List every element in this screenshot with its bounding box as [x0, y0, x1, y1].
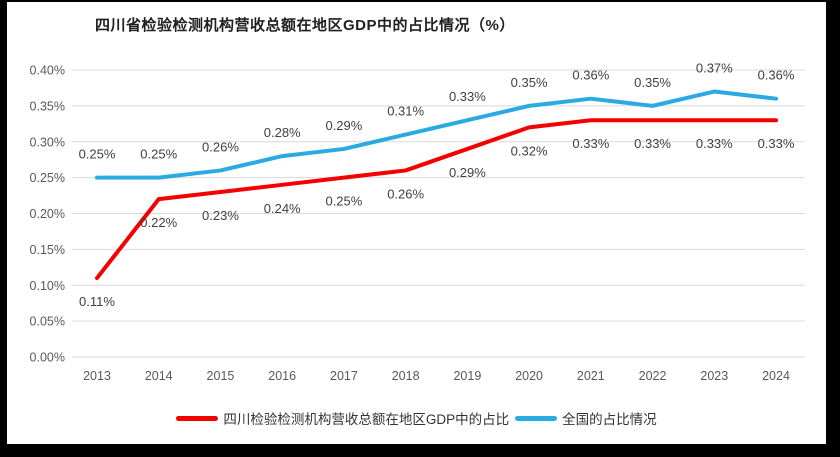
data-label: 0.32%	[511, 143, 548, 158]
data-label: 0.11%	[79, 294, 115, 309]
x-axis-tick-label: 2022	[639, 369, 667, 383]
data-label: 0.25%	[79, 147, 116, 162]
chart-canvas: 四川省检验检测机构营收总额在地区GDP中的占比情况（%） 0.00% 0.05% 0…	[7, 2, 826, 444]
series-lines	[95, 89, 779, 281]
data-label: 0.26%	[387, 186, 424, 201]
x-axis-tick-label: 2020	[515, 369, 543, 383]
gridlines	[72, 69, 805, 358]
x-axis-tick-label: 2019	[453, 369, 481, 383]
x-axis-tick-label: 2016	[268, 369, 296, 383]
data-label: 0.36%	[758, 68, 795, 83]
data-label: 0.35%	[634, 75, 671, 90]
data-label: 0.33%	[572, 136, 609, 151]
data-label: 0.36%	[572, 68, 609, 83]
data-label: 0.25%	[325, 194, 362, 209]
data-label: 0.33%	[634, 136, 671, 151]
y-axis-tick-label: 0.05%	[30, 315, 65, 329]
series-line-1	[95, 89, 779, 180]
y-axis-tick-labels: 0.00% 0.05% 0.10% 0.15% 0.20% 0.25% 0.30% 0.35%…	[30, 64, 65, 365]
x-axis-tick-label: 2021	[577, 369, 605, 383]
x-axis-tick-label: 2013	[83, 369, 111, 383]
x-axis-tick-label: 2015	[207, 369, 235, 383]
x-axis-tick-label: 2018	[392, 369, 420, 383]
legend-label-sichuan: 四川检验检测机构营收总额在地区GDP中的占比	[223, 412, 510, 427]
data-label: 0.37%	[696, 61, 733, 76]
x-axis-tick-label: 2024	[762, 369, 790, 383]
y-axis-tick-label: 0.20%	[30, 207, 65, 221]
data-label: 0.25%	[140, 147, 177, 162]
legend-swatch-national	[515, 415, 558, 421]
data-labels: 0.11% 0.22% 0.23% 0.24% 0.25% 0.26% 0.29% 0.32%…	[79, 61, 795, 310]
y-axis-tick-label: 0.15%	[30, 243, 65, 257]
data-label: 0.35%	[511, 75, 548, 90]
y-axis-tick-label: 0.30%	[30, 135, 65, 149]
series-line-0	[95, 118, 779, 281]
legend-swatch-sichuan	[176, 415, 219, 421]
x-axis-tick-label: 2023	[700, 369, 728, 383]
data-label: 0.33%	[758, 136, 795, 151]
chart-title: 四川省检验检测机构营收总额在地区GDP中的占比情况（%）	[95, 17, 515, 34]
y-axis-tick-label: 0.35%	[30, 99, 65, 113]
data-label: 0.26%	[202, 139, 239, 154]
data-label: 0.29%	[449, 165, 486, 180]
x-axis-tick-labels: 2013 2014 2015 2016 2017 2018 2019 2020 2021 2022…	[83, 369, 790, 383]
data-label: 0.24%	[264, 201, 301, 216]
x-axis-tick-label: 2014	[145, 369, 173, 383]
data-label: 0.31%	[387, 104, 424, 119]
data-label: 0.29%	[325, 118, 362, 133]
y-axis-tick-label: 0.00%	[30, 351, 65, 365]
y-axis-tick-label: 0.25%	[30, 171, 65, 185]
y-axis-tick-label: 0.40%	[30, 64, 65, 78]
legend-item-national: 全国的占比情况	[515, 408, 657, 428]
line-chart-plot: 0.00% 0.05% 0.10% 0.15% 0.20% 0.25% 0.30% 0.35%…	[30, 61, 805, 383]
legend-label-national: 全国的占比情况	[562, 412, 657, 427]
chart-legend: 四川检验检测机构营收总额在地区GDP中的占比 全国的占比情况	[7, 408, 826, 428]
data-label: 0.33%	[696, 136, 733, 151]
x-axis-tick-label: 2017	[330, 369, 358, 383]
data-label: 0.23%	[202, 208, 239, 223]
data-label: 0.33%	[449, 89, 486, 104]
data-label: 0.22%	[140, 215, 177, 230]
legend-item-sichuan: 四川检验检测机构营收总额在地区GDP中的占比	[176, 408, 509, 428]
y-axis-tick-label: 0.10%	[30, 279, 65, 293]
data-label: 0.28%	[264, 125, 301, 140]
